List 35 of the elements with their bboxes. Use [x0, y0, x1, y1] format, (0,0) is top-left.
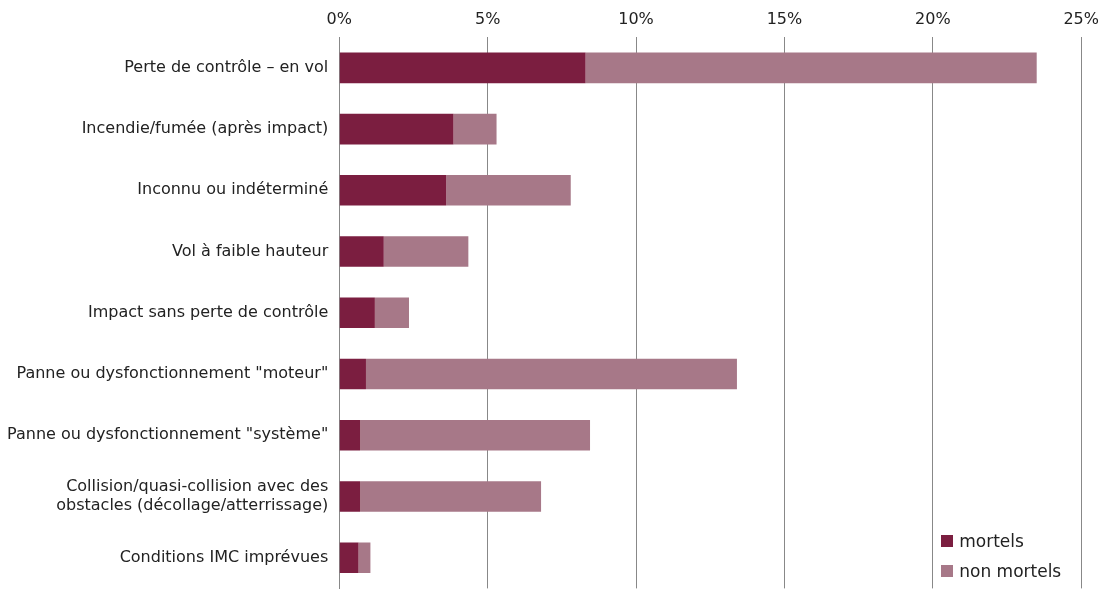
y-tick-label: Conditions IMC imprévues: [119, 546, 329, 566]
y-tick-label: Vol à faible hauteur: [172, 240, 329, 260]
x-tick-label: 15%: [766, 8, 803, 28]
y-tick-label: Panne ou dysfonctionnement "moteur": [16, 363, 329, 383]
y-tick-label: Perte de contrôle – en vol: [124, 56, 329, 76]
y-tick-label: Impact sans perte de contrôle: [87, 301, 329, 321]
legend-label: mortels: [958, 530, 1025, 554]
bar: [453, 113, 497, 145]
x-tick-label: 0%: [326, 8, 352, 28]
x-tick-label: 5%: [474, 8, 501, 28]
bar: [339, 175, 447, 206]
y-tick-label: Inconnu ou indéterminé: [137, 179, 329, 199]
bar: [339, 358, 366, 390]
bar: [360, 419, 591, 451]
legend-label: non mortels: [958, 560, 1062, 584]
bar: [365, 358, 737, 390]
bar: [339, 113, 454, 145]
bar: [446, 175, 571, 206]
x-tick-label: 20%: [915, 8, 951, 28]
bar: [339, 419, 361, 451]
y-tick-label: Panne ou dysfonctionnement "système": [7, 424, 329, 444]
bar: [358, 542, 371, 574]
bar: [339, 297, 375, 329]
bar: [383, 236, 469, 267]
bar: [374, 297, 409, 329]
bar: [585, 52, 1037, 84]
bar: [339, 481, 361, 512]
y-tick-label: Collision/quasi-collision avec des obstacles (décollage/atterrissage): [56, 476, 329, 515]
x-tick-label: 10%: [618, 8, 654, 28]
x-tick-label: 25%: [1063, 8, 1099, 28]
bar: [339, 236, 384, 267]
bar: [360, 481, 542, 512]
y-tick-label: Incendie/fumée (après impact): [81, 118, 329, 138]
bar: [339, 542, 359, 574]
bar: [339, 52, 586, 84]
